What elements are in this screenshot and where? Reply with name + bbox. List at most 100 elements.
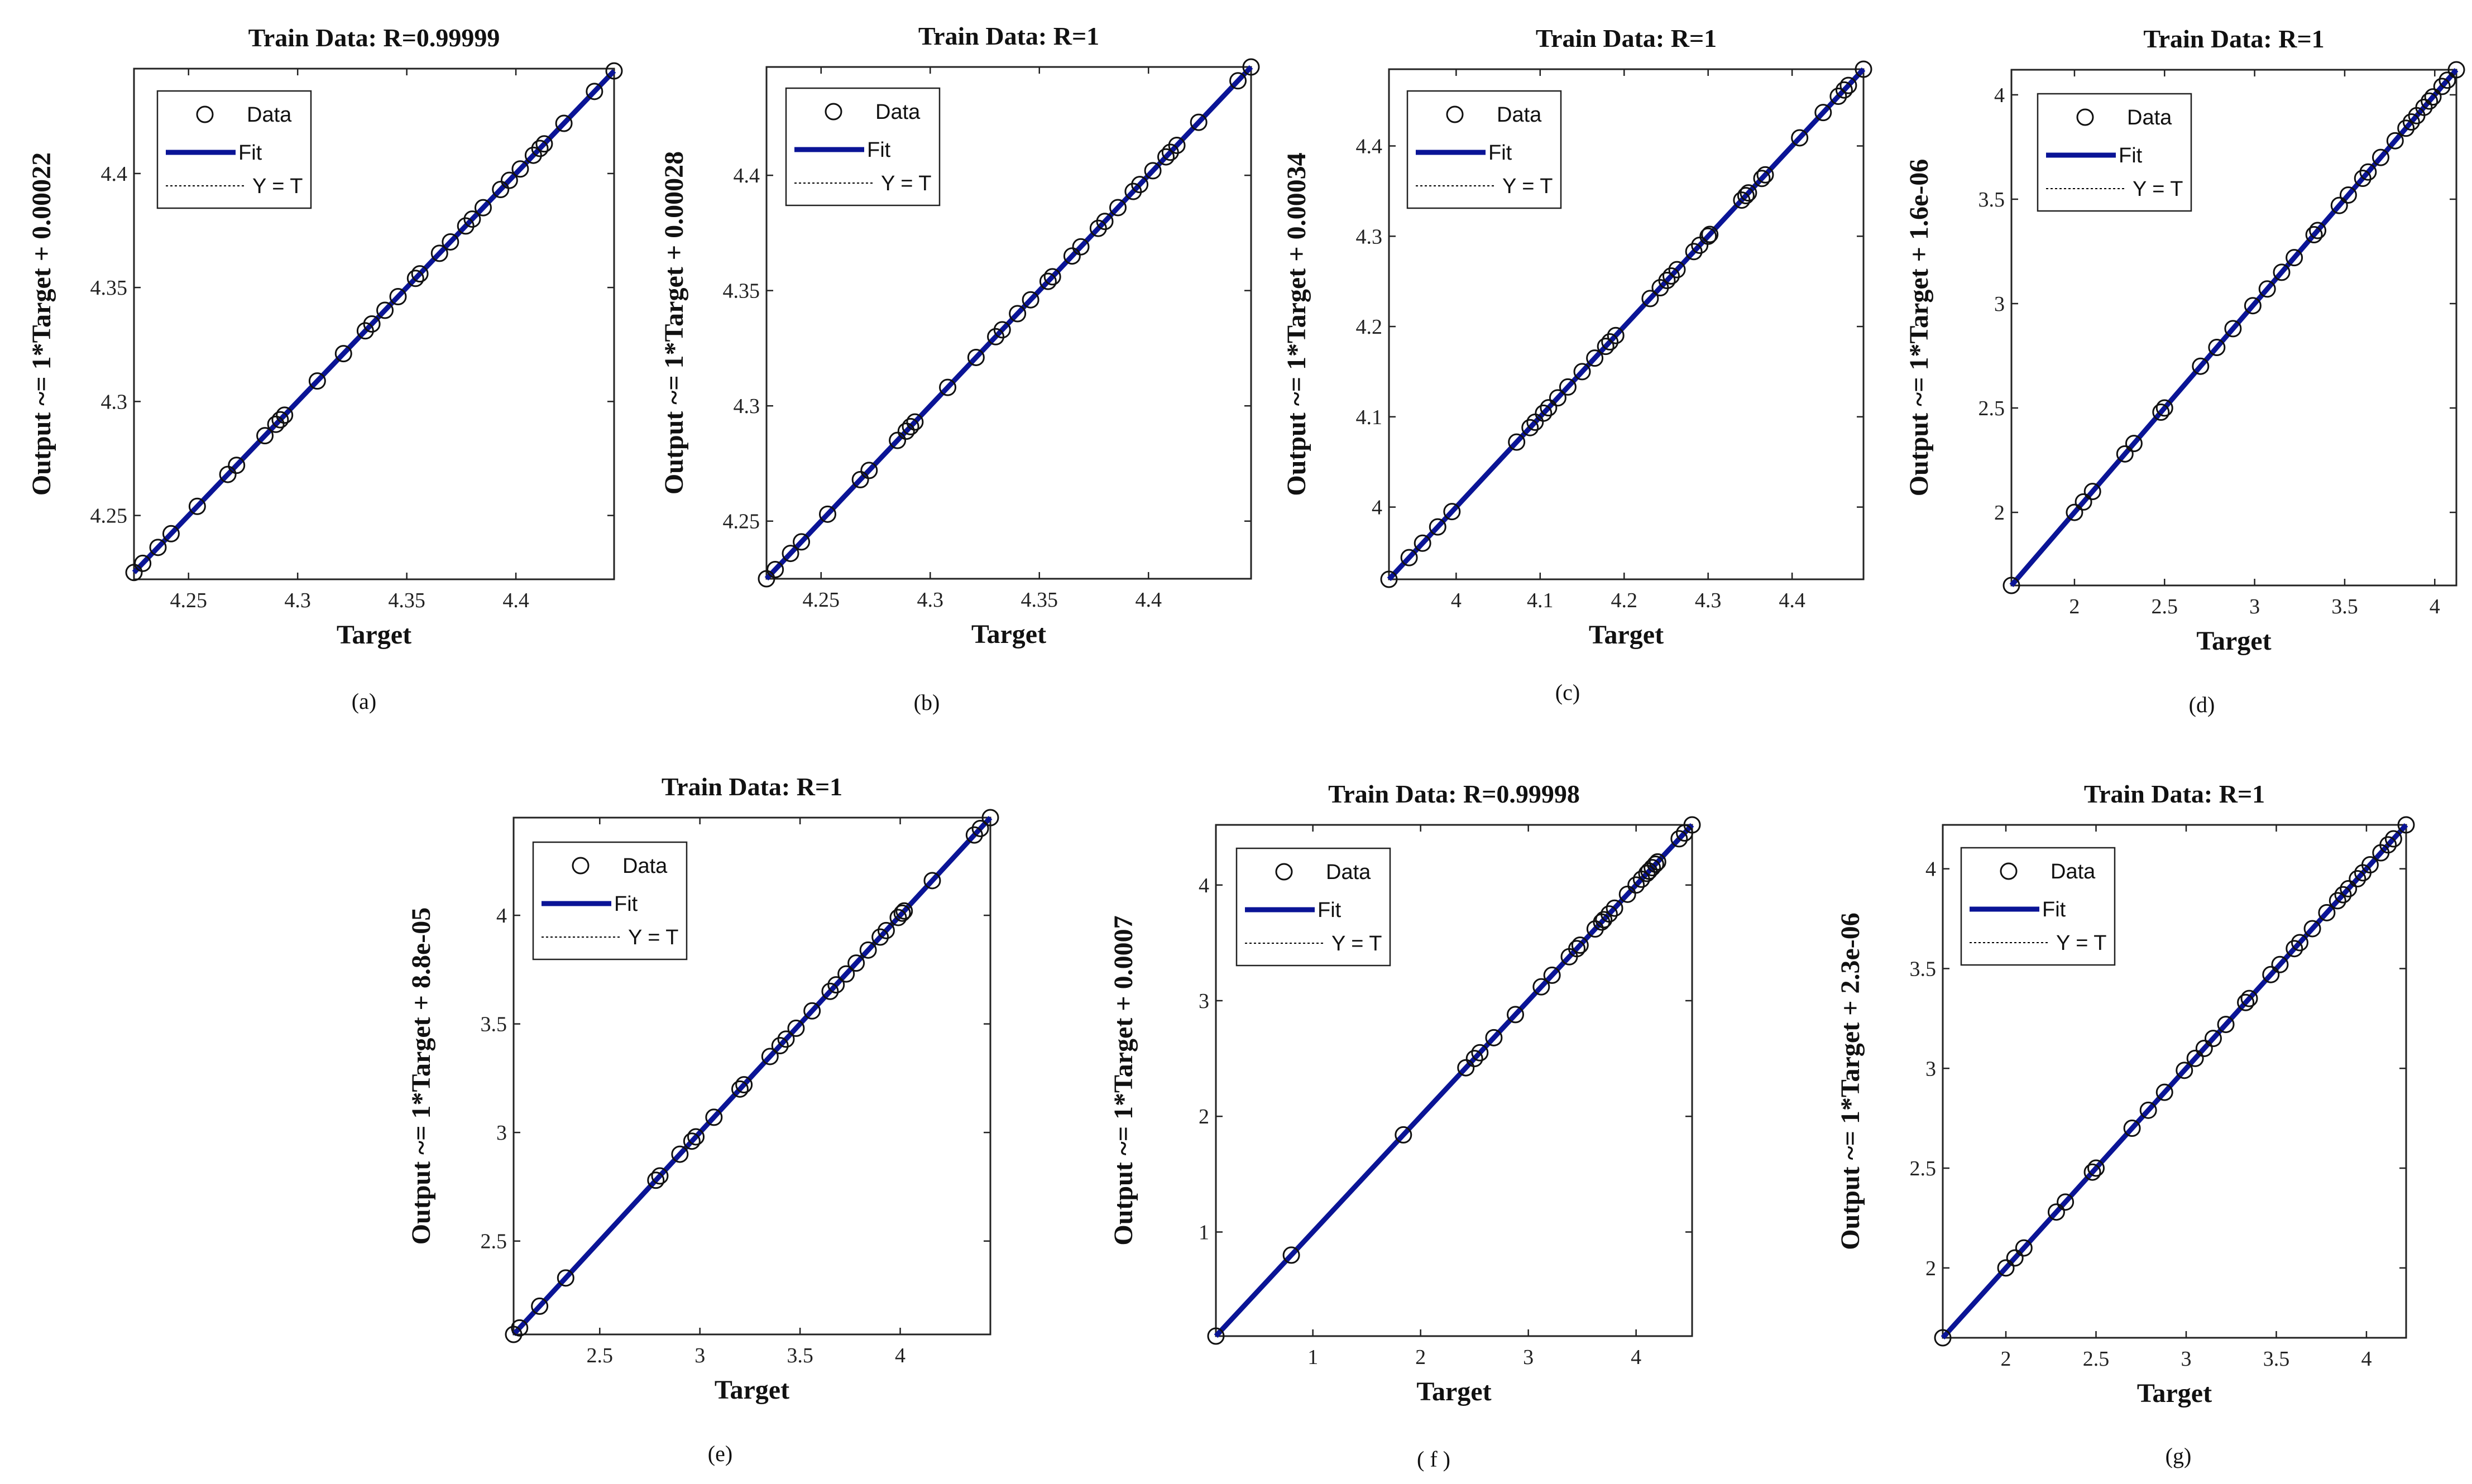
x-tick-label: 4 (2430, 595, 2440, 618)
data-point (687, 1128, 705, 1146)
data-point (162, 525, 180, 542)
y-tick-label: 4 (1994, 84, 2005, 107)
data-point (2155, 399, 2173, 417)
data-point (1507, 1006, 1525, 1024)
data-point (2349, 870, 2366, 888)
y-tick-label: 4 (1372, 496, 1382, 520)
data-point (1072, 238, 1090, 256)
y-tick-label: 3 (1925, 1057, 1936, 1080)
data-point (993, 321, 1011, 339)
legend-yt-label: Y = T (881, 172, 932, 195)
data-point (1753, 170, 1771, 188)
data-point (2433, 78, 2451, 95)
data-point (2415, 98, 2433, 116)
data-point (1443, 503, 1461, 521)
legend-fit-label: Fit (2042, 898, 2066, 921)
data-point (1207, 1327, 1225, 1345)
y-tick-label: 3.5 (481, 1013, 507, 1036)
data-point (902, 417, 919, 435)
chart-a: 4.25 4.3 4.35 4.4 4.25 4.3 4.35 4.4 Train Data: … (27, 23, 623, 714)
data-point (1649, 853, 1666, 871)
y-tick-label: 2.5 (481, 1230, 507, 1254)
data-point (267, 415, 285, 433)
data-point (1535, 404, 1553, 422)
x-tick-label: 4 (895, 1344, 906, 1367)
data-point (430, 244, 448, 262)
data-point (2372, 148, 2389, 166)
x-axis-label: Target (2196, 626, 2271, 656)
legend-yt-label: Y = T (2056, 931, 2107, 955)
data-point (1144, 162, 1162, 180)
data-point (761, 1048, 779, 1065)
data-point (2125, 435, 2143, 453)
data-point (1242, 58, 1260, 76)
data-point (2057, 1193, 2075, 1211)
data-point (2447, 61, 2465, 79)
x-tick-label: 3.5 (2263, 1347, 2290, 1371)
y-axis-label: Output ~= 1*Target + 0.00034 (1282, 152, 1311, 496)
legend-data-label: Data (875, 100, 921, 124)
data-point (821, 982, 839, 1000)
legend: Data Fit Y = T (1406, 90, 1562, 209)
x-tick-label: 3.5 (2331, 595, 2358, 618)
y-tick-label: 2.5 (1978, 397, 2005, 420)
y-axis-label: Output ~= 1*Target + 1.6e-06 (1904, 159, 1934, 497)
y-tick-label: 4 (1925, 858, 1936, 881)
data-point (1740, 184, 1757, 202)
chart-c: 4 4.1 4.2 4.3 4.4 4 4.1 4.2 4.3 4.4 Train Data: R=… (1282, 24, 1872, 705)
x-tick-label: 3 (694, 1344, 705, 1367)
data-point (442, 233, 459, 251)
x-tick-label: 4.3 (1695, 589, 1722, 612)
fit-line (764, 65, 1253, 581)
legend-box (1960, 847, 2116, 966)
y-axis-label: Output ~= 1*Target + 0.0007 (1109, 915, 1138, 1245)
legend-data-label: Data (622, 854, 668, 878)
data-point (2087, 1159, 2105, 1177)
legend-fit-label: Fit (1318, 899, 1342, 922)
x-tick-label: 4 (1451, 589, 1462, 612)
x-axis-label: Target (1589, 620, 1664, 650)
legend-data-marker (196, 105, 214, 123)
x-tick-label: 3 (1523, 1346, 1534, 1369)
data-point (2397, 119, 2415, 137)
data-point (705, 1108, 723, 1126)
data-point (1855, 60, 1872, 78)
chart-g: 2 2.5 3 3.5 4 2 2.5 3 3.5 4 Train Data: R=1 Target O… (1836, 780, 2415, 1468)
x-axis-label: Target (715, 1375, 789, 1405)
y-tick-label: 4.25 (90, 505, 128, 528)
data-point (671, 1145, 689, 1163)
y-tick-label: 3 (1199, 990, 1209, 1013)
legend-box (532, 841, 688, 960)
data-point (557, 1269, 574, 1287)
x-tick-label: 4.25 (170, 589, 207, 612)
data-point (1414, 534, 1431, 552)
data-point (2309, 222, 2327, 239)
y-tick-label: 4.2 (1356, 315, 1383, 339)
data-point (1568, 940, 1586, 958)
data-point (1595, 911, 1613, 929)
data-point (1521, 419, 1539, 436)
data-point (758, 570, 775, 588)
data-point (2192, 357, 2210, 375)
data-point (256, 427, 274, 445)
x-tick-label: 4.1 (1527, 589, 1554, 612)
data-point (1737, 186, 1755, 204)
y-tick-label: 4.35 (90, 276, 128, 300)
data-point (457, 217, 475, 235)
data-point (555, 114, 573, 132)
x-tick-label: 4.35 (1021, 588, 1058, 612)
data-point (2195, 1039, 2213, 1057)
data-point (871, 928, 889, 946)
data-point (1997, 1259, 2015, 1277)
legend-yt-label: Y = T (252, 175, 303, 198)
data-point (2439, 71, 2456, 89)
data-point (1039, 272, 1057, 290)
data-point (771, 1037, 789, 1055)
fit-line (1214, 823, 1694, 1338)
data-point (2083, 1163, 2101, 1181)
data-point (2240, 990, 2258, 1007)
legend: Data Fit Y = T (532, 841, 688, 960)
data-point (2258, 280, 2276, 298)
y-tick-label: 2 (1994, 501, 2005, 525)
